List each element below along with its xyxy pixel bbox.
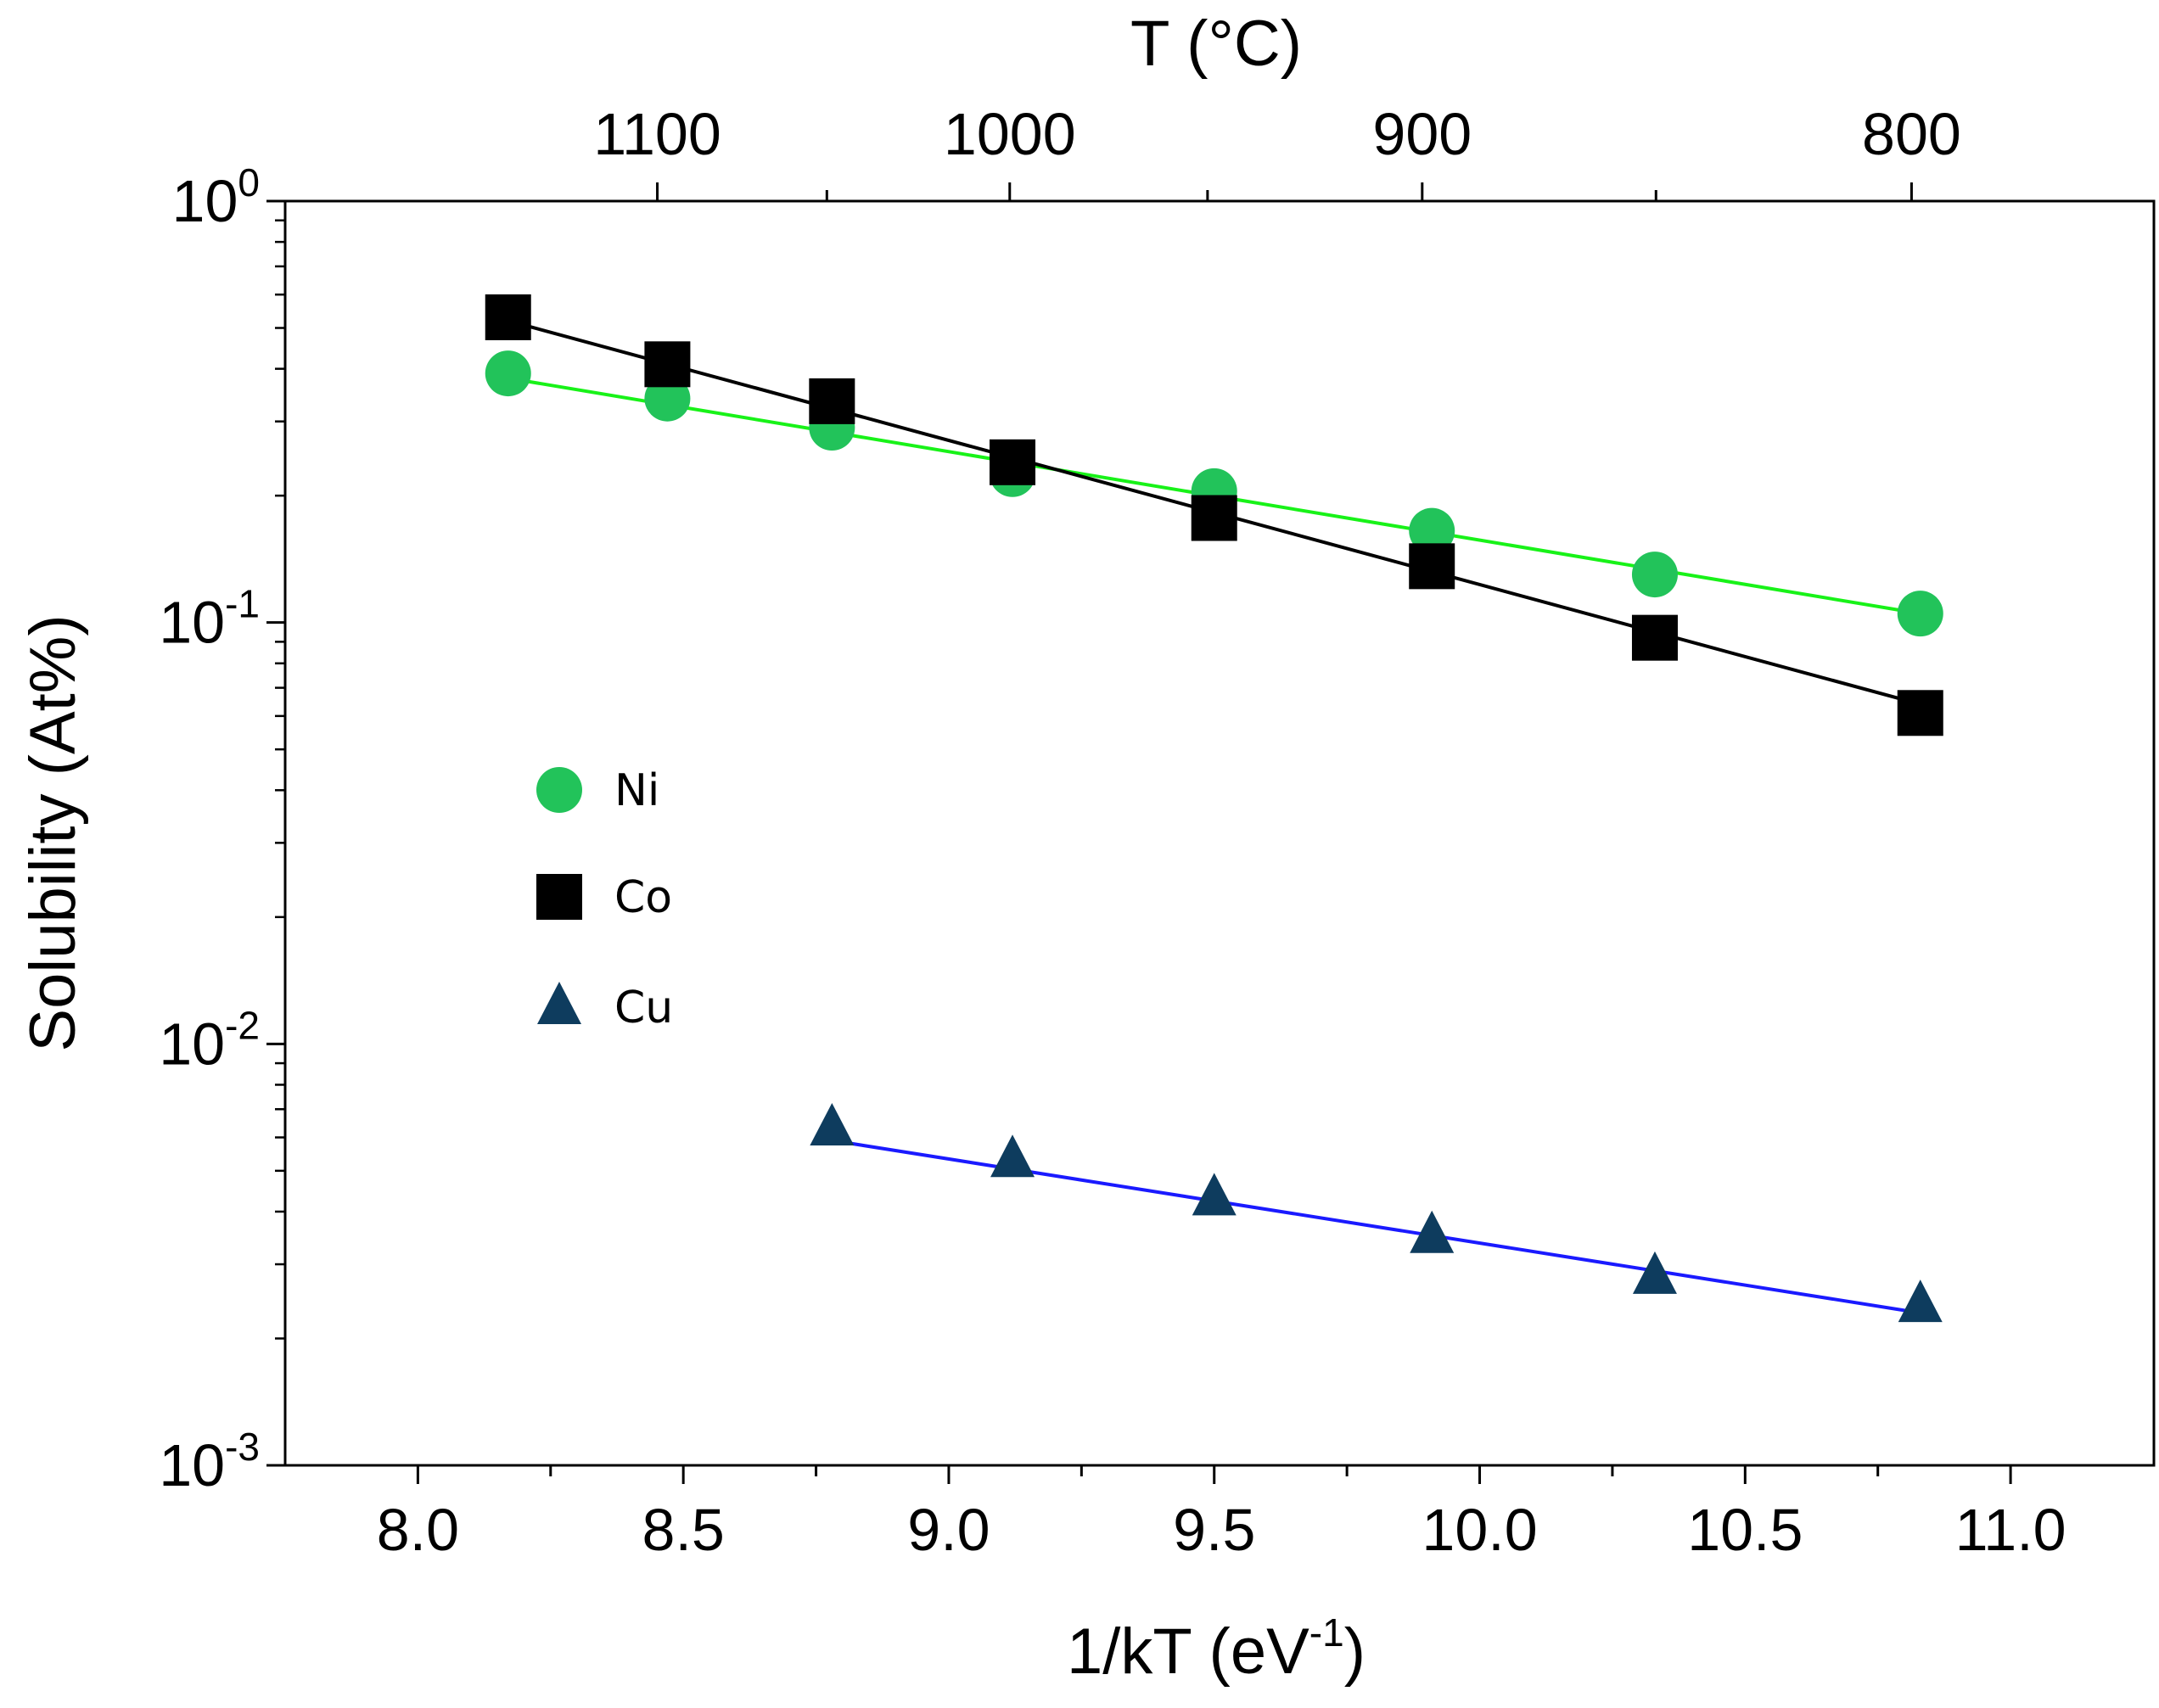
- top-tick-label: 1000: [944, 101, 1076, 167]
- data-point-co: [1897, 690, 1943, 736]
- data-markers: [485, 294, 1943, 1323]
- legend-marker-cu: [537, 982, 581, 1024]
- data-point-ni: [485, 350, 531, 397]
- y-tick-label: 100: [172, 160, 260, 234]
- y-tick-label: 10-2: [159, 1003, 260, 1077]
- data-point-co: [485, 294, 531, 340]
- legend-marker-ni: [536, 767, 582, 813]
- x-tick-label: 9.5: [1173, 1497, 1255, 1563]
- x-tick-label: 11.0: [1955, 1497, 2066, 1563]
- x-tick-label: 10.5: [1687, 1497, 1803, 1563]
- data-point-ni: [1409, 507, 1455, 554]
- axes-layer: [266, 182, 2156, 1484]
- x-tick-label: 9.0: [907, 1497, 990, 1563]
- x-tick-label: 8.0: [377, 1497, 459, 1563]
- y-tick-label: 10-1: [159, 582, 260, 656]
- data-point-cu: [990, 1134, 1035, 1178]
- legend-label-co: Co: [614, 872, 672, 923]
- x-tick-label: 10.0: [1422, 1497, 1537, 1563]
- axis-labels: 8.0 8.5 9.0 9.5 10.0 10.5 11.0 1100 1000 900 800 10…: [17, 8, 2066, 1688]
- data-point-co: [990, 439, 1036, 485]
- data-point-cu: [1410, 1210, 1455, 1253]
- data-point-ni: [1631, 552, 1678, 598]
- fit-line-cu: [832, 1139, 1921, 1315]
- data-point-cu: [1632, 1251, 1677, 1294]
- plot-frame: [283, 199, 2156, 1467]
- legend-marker-co: [536, 874, 582, 920]
- x-tick-label: 8.5: [642, 1497, 725, 1563]
- data-point-cu: [1192, 1173, 1237, 1216]
- data-point-co: [644, 341, 691, 388]
- y-tick-label: 10-3: [159, 1425, 260, 1498]
- top-tick-label: 900: [1372, 101, 1472, 167]
- data-point-co: [1409, 543, 1455, 590]
- y-axis-title: Solubility (At%): [17, 614, 89, 1051]
- data-point-co: [1191, 495, 1237, 541]
- legend-label-cu: Cu: [614, 983, 673, 1033]
- top-tick-label: 800: [1862, 101, 1961, 167]
- data-point-ni: [1897, 591, 1943, 637]
- top-tick-label: 1100: [593, 101, 721, 167]
- data-point-cu: [1898, 1280, 1943, 1323]
- top-axis-title: T (°C): [1130, 8, 1302, 80]
- legend-label-ni: Ni: [614, 765, 659, 816]
- data-point-co: [1631, 614, 1678, 661]
- legend: Ni Co Cu: [536, 765, 673, 1033]
- x-axis-title: 1/kT (eV-1): [1067, 1610, 1365, 1688]
- data-point-co: [809, 378, 855, 424]
- data-point-cu: [810, 1102, 855, 1145]
